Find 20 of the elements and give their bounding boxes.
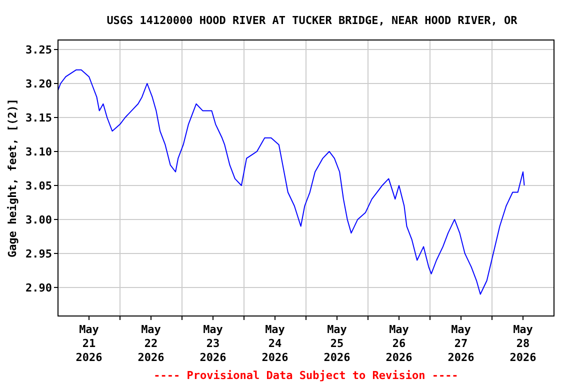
y-tick-label: 3.25 [26,43,52,56]
x-tick-label: May 22 2026 [138,323,165,364]
x-tick-label: May 28 2026 [510,323,537,364]
line-series [58,69,525,295]
chart-title: USGS 14120000 HOOD RIVER AT TUCKER BRIDGE, NEAR HOOD RIVER, OR [106,14,518,27]
y-tick-label: 3.20 [26,77,52,90]
x-tick-label: May 24 2026 [262,323,289,364]
x-tick-label: May 26 2026 [386,323,413,364]
x-tick-label: May 21 2026 [76,323,103,364]
y-tick-label: 3.00 [26,213,52,226]
y-tick-label: 2.95 [26,247,52,260]
y-tick-label: 3.10 [26,145,52,158]
y-tick-label: 3.15 [26,111,52,124]
x-tick-label: May 27 2026 [448,323,475,364]
y-tick-label: 3.05 [26,179,52,192]
x-tick-label: May 23 2026 [200,323,227,364]
y-tick-label: 2.90 [26,281,52,294]
y-axis-title: Gage height, feet, [(2)] [6,98,19,258]
x-tick-label: May 25 2026 [324,323,351,364]
text: ---- Provisional Data Subject to Revision ---- [154,369,458,382]
